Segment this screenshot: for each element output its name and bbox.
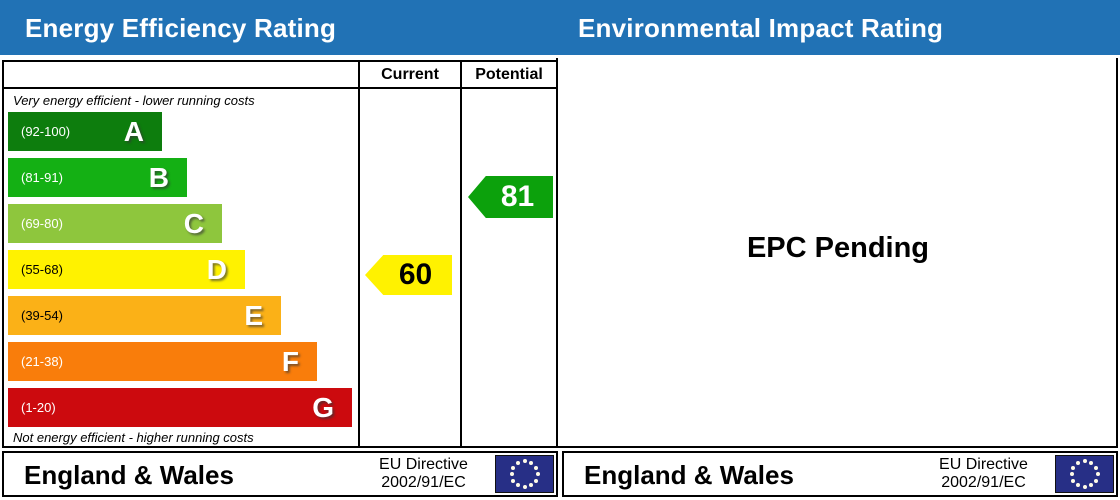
rating-band-d: (55-68) D	[8, 250, 245, 289]
potential-column-header: Potential	[475, 66, 543, 83]
band-range-label: (69-80)	[21, 216, 63, 231]
eu-flag-icon	[1055, 455, 1114, 493]
footer-right: England & Wales EU Directive 2002/91/EC	[562, 451, 1118, 497]
eu-flag-star	[533, 465, 538, 470]
environmental-rating-panel	[556, 58, 1118, 448]
eu-flag-star	[529, 460, 533, 465]
eu-directive-label: EU Directive 2002/91/EC	[361, 456, 486, 492]
potential-rating-value: 81	[500, 180, 535, 213]
band-letter: A	[123, 116, 144, 147]
region-label: England & Wales	[584, 460, 794, 490]
rating-band-a: (92-100) A	[8, 112, 162, 151]
eu-flag-star	[1076, 460, 1080, 465]
environmental-impact-title: Environmental Impact Rating	[578, 13, 944, 43]
band-letter: E	[244, 300, 263, 331]
current-column-header: Current	[381, 66, 439, 83]
top-note: Very energy efficient - lower running co…	[13, 93, 255, 108]
band-letter: B	[148, 162, 169, 193]
epc-pending-text: EPC Pending	[746, 232, 930, 264]
eu-flag-star	[516, 483, 520, 488]
eu-flag-star	[1082, 459, 1087, 463]
potential-column-divider	[460, 60, 462, 448]
band-letter: C	[183, 208, 204, 239]
potential-rating-arrow: 81	[468, 176, 553, 218]
band-range-label: (55-68)	[21, 262, 63, 277]
eu-directive-line2: 2002/91/EC	[941, 474, 1026, 491]
band-letter: F	[281, 346, 299, 377]
eu-flag-star	[1076, 483, 1080, 488]
eu-flag-star	[511, 465, 516, 470]
rating-band-e: (39-54) E	[8, 296, 281, 335]
eu-flag-icon	[495, 455, 554, 493]
eu-flag-star	[1082, 485, 1087, 489]
eu-directive-line1: EU Directive	[939, 456, 1028, 473]
eu-flag-star	[1089, 460, 1093, 465]
band-letter: G	[312, 392, 334, 423]
band-range-label: (1-20)	[21, 400, 56, 415]
eu-flag-star	[529, 483, 533, 488]
eu-flag-star	[1069, 472, 1074, 476]
rating-band-c: (69-80) C	[8, 204, 222, 243]
band-letter: D	[206, 254, 227, 285]
eu-flag-star	[511, 478, 516, 483]
eu-flag-star	[1071, 465, 1076, 470]
eu-flag-star	[509, 472, 514, 476]
eu-directive-line2: 2002/91/EC	[381, 474, 466, 491]
eu-flag-star	[516, 460, 520, 465]
footer-left: England & Wales EU Directive 2002/91/EC	[2, 451, 558, 497]
band-range-label: (92-100)	[21, 124, 71, 139]
eu-flag-star	[1089, 483, 1093, 488]
rating-band-g: (1-20) G	[8, 388, 352, 427]
current-column-divider	[358, 60, 360, 448]
band-range-label: (81-91)	[21, 170, 63, 185]
rating-band-f: (21-38) F	[8, 342, 317, 381]
eu-flag-star	[522, 485, 527, 489]
current-rating-value: 60	[398, 258, 433, 291]
eu-directive-line1: EU Directive	[379, 456, 468, 473]
eu-flag-star	[1095, 472, 1100, 476]
eu-flag-star	[533, 478, 538, 483]
eu-directive-label: EU Directive 2002/91/EC	[921, 456, 1046, 492]
energy-header-bar: Energy Efficiency Rating Environmental I…	[0, 0, 1120, 55]
energy-efficiency-title: Energy Efficiency Rating	[25, 13, 337, 43]
current-rating-arrow: 60	[365, 255, 452, 295]
eu-flag-star	[1093, 465, 1098, 470]
bottom-note: Not energy efficient - higher running co…	[13, 430, 254, 445]
eu-flag-star	[1071, 478, 1076, 483]
header-row-divider	[2, 87, 558, 89]
region-label: England & Wales	[24, 460, 234, 490]
band-range-label: (21-38)	[21, 354, 63, 369]
band-range-label: (39-54)	[21, 308, 63, 323]
eu-flag-star	[535, 472, 540, 476]
eu-flag-star	[1093, 478, 1098, 483]
rating-band-b: (81-91) B	[8, 158, 187, 197]
eu-flag-star	[522, 459, 527, 463]
